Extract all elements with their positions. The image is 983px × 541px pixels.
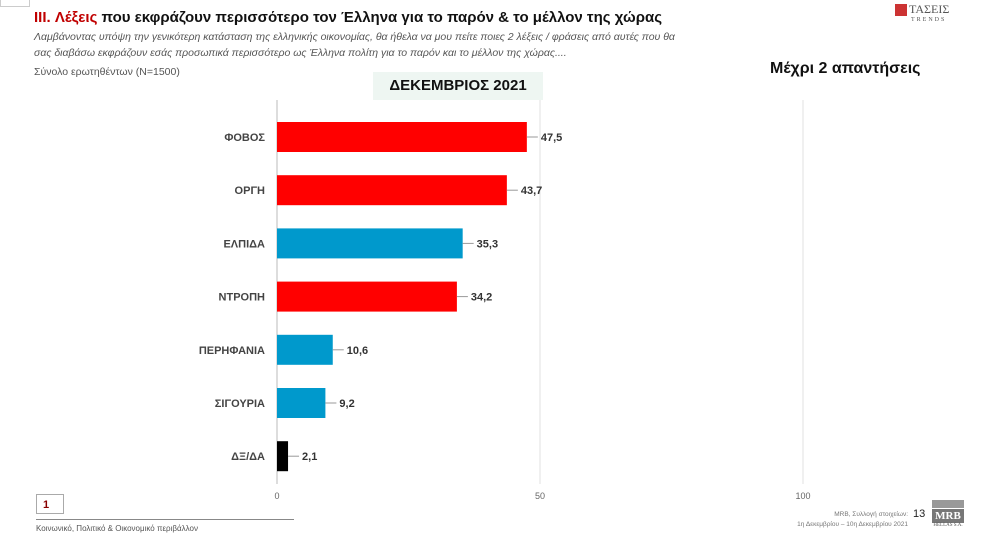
category-label: ΦΟΒΟΣ	[224, 132, 265, 144]
title-prefix: III. Λέξεις	[34, 9, 98, 26]
section-title: Κοινωνικό, Πολιτικό & Οικονομικό περιβάλ…	[36, 524, 198, 533]
footer-divider	[36, 519, 294, 520]
bar	[277, 175, 507, 206]
category-label: ΣΙΓΟΥΡΙΑ	[215, 398, 265, 410]
sample-base: Σύνολο ερωτηθέντων (N=1500)	[34, 66, 180, 78]
question-line-1: Λαμβάνοντας υπόψη την γενικότερη κατάστα…	[34, 31, 675, 43]
tick-label: 0	[274, 491, 279, 501]
bar	[277, 441, 289, 472]
bar	[277, 334, 333, 365]
source-line-2: 1η Δεκεμβρίου – 10η Δεκεμβρίου 2021	[797, 521, 908, 528]
mrb-logo-text: MRB	[932, 509, 964, 523]
page-title: III. Λέξεις που εκφράζουν περισσότερο το…	[34, 9, 662, 26]
value-label: 43,7	[521, 185, 542, 197]
section-number-box: 1	[36, 494, 64, 514]
value-label: 47,5	[541, 132, 562, 144]
category-label: ΠΕΡΗΦΑΝΙΑ	[199, 345, 265, 357]
bar	[277, 122, 527, 152]
logo-text: ΤΑΣΕΙΣ	[909, 2, 950, 16]
value-label: 35,3	[477, 238, 498, 250]
corner-box	[0, 0, 30, 7]
page-number: 13	[913, 508, 926, 520]
value-label: 2,1	[302, 451, 317, 463]
source-note: MRB, Συλλογή στοιχείων: 1η Δεκεμβρίου – 1…	[740, 510, 908, 530]
mrb-logo: MRB HELLAS S.A.	[932, 500, 964, 528]
category-label: ΔΞ/ΔΑ	[231, 451, 265, 463]
category-label: ΝΤΡΟΠΗ	[219, 292, 266, 304]
question-line-2: σας διαβάσω εκφράζουν εσάς προσωπικά περ…	[34, 47, 567, 59]
mrb-logo-subtext: HELLAS S.A.	[933, 523, 963, 528]
tick-label: 100	[795, 491, 810, 501]
source-line-1: MRB, Συλλογή στοιχείων:	[834, 511, 908, 518]
period-label: ΔΕΚΕΜΒΡΙΟΣ 2021	[373, 72, 543, 100]
category-label: ΟΡΓΗ	[235, 185, 266, 197]
title-rest: που εκφράζουν περισσότερο τον Έλληνα για…	[97, 9, 663, 26]
logo-mark-icon	[895, 4, 907, 17]
bar	[277, 388, 326, 418]
logo-subtext: TRENDS	[911, 17, 947, 23]
value-label: 9,2	[339, 398, 354, 410]
bar	[277, 281, 457, 312]
bar	[277, 228, 463, 259]
taseis-logo: ΤΑΣΕΙΣ TRENDS	[895, 2, 949, 23]
value-label: 34,2	[471, 292, 492, 304]
value-label: 10,6	[347, 345, 368, 357]
tick-label: 50	[535, 491, 545, 501]
category-label: ΕΛΠΙΔΑ	[223, 238, 265, 250]
max-answers-label: Μέχρι 2 απαντήσεις	[770, 60, 921, 77]
